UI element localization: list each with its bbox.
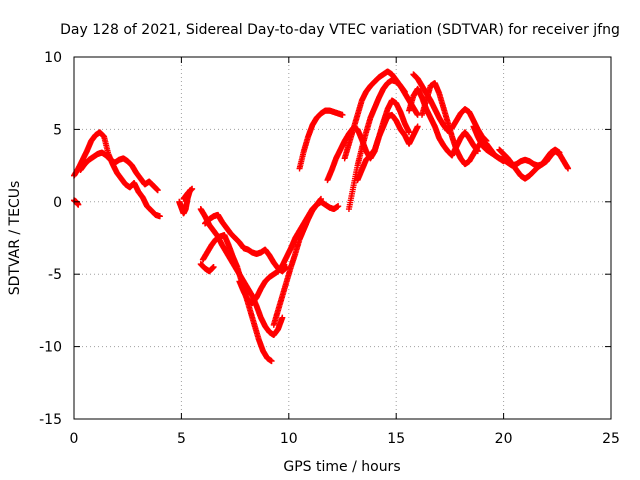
- series-trace-n: [345, 77, 408, 213]
- x-tick-label: 25: [602, 431, 620, 447]
- series-trace-p: [354, 111, 421, 184]
- series-trace-l: [296, 107, 346, 172]
- data-point: [335, 203, 342, 210]
- y-tick-label: -10: [39, 340, 62, 356]
- x-tick-label: 0: [70, 431, 79, 447]
- x-tick-label: 20: [495, 431, 513, 447]
- data-point: [565, 165, 572, 172]
- data-point: [318, 195, 325, 202]
- series-trace-u: [496, 146, 563, 182]
- series-trace-k: [270, 195, 325, 328]
- y-tick-label: 0: [53, 195, 62, 211]
- data-point: [156, 213, 163, 220]
- series-trace-h: [202, 211, 290, 275]
- chart-title: Day 128 of 2021, Sidereal Day-to-day VTE…: [60, 22, 620, 38]
- series-trace-g: [199, 232, 275, 365]
- series-trace-e: [180, 185, 196, 202]
- series-trace-b: [77, 149, 161, 194]
- data-point: [339, 111, 346, 118]
- data-point: [154, 187, 161, 194]
- y-tick-label: 5: [53, 122, 62, 138]
- data-marks: [71, 68, 572, 365]
- x-tick-label: 10: [280, 431, 298, 447]
- series-trace-r: [406, 85, 481, 159]
- data-point: [556, 149, 563, 156]
- data-point: [75, 201, 82, 208]
- x-tick-label: 5: [177, 431, 186, 447]
- data-point: [414, 123, 421, 130]
- y-tick-label: 10: [44, 50, 62, 66]
- series-trace-j: [236, 198, 342, 307]
- y-axis-title: SDTVAR / TECUs: [7, 181, 23, 296]
- data-point: [210, 263, 217, 270]
- x-axis-title: GPS time / hours: [283, 459, 400, 475]
- y-tick-label: -5: [48, 267, 62, 283]
- axis-ticks: 0 5 10 15 20 25 -15 -10 -5 0 5 10: [39, 50, 620, 447]
- series-trace-t: [470, 123, 572, 172]
- grid-lines: [74, 57, 611, 419]
- data-point: [189, 185, 196, 192]
- data-point: [401, 88, 408, 95]
- data-point: [406, 129, 413, 136]
- y-tick-label: -15: [39, 412, 62, 428]
- data-point: [279, 314, 286, 321]
- series-trace-i: [197, 261, 217, 275]
- plot-frame: [73, 56, 612, 420]
- x-tick-label: 15: [387, 431, 405, 447]
- data-point: [268, 358, 275, 365]
- series-trace-m: [341, 68, 421, 162]
